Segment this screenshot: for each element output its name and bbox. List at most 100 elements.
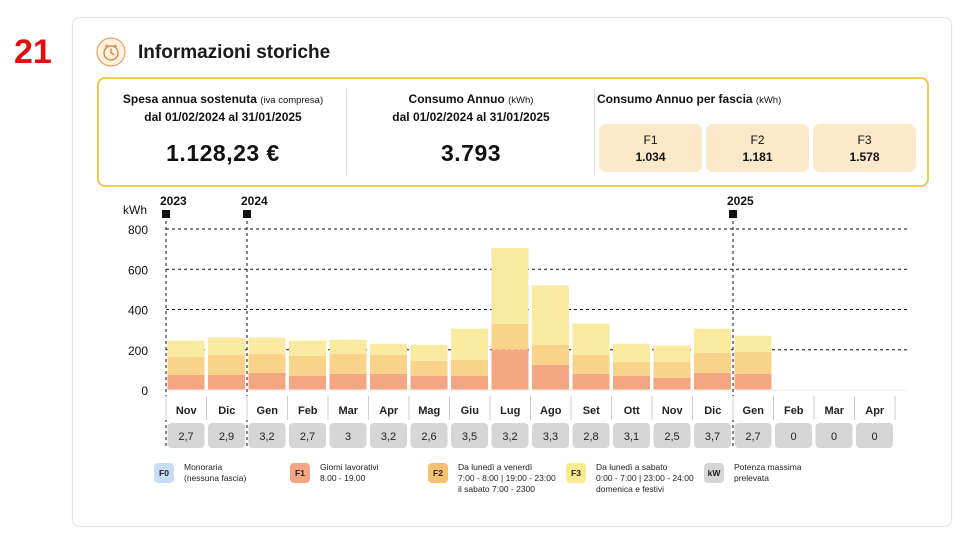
bar-segment-f1 [491, 349, 529, 390]
kw-cell [491, 423, 529, 448]
kw-cell [410, 423, 448, 448]
bar-segment-f3 [410, 344, 448, 361]
bar-segment-f3 [491, 248, 529, 324]
divider [594, 89, 595, 175]
kw-value: 3 [345, 431, 351, 443]
annual-cost-note: (iva compresa) [260, 95, 324, 106]
kw-cell [289, 423, 326, 448]
kw-cell [572, 423, 610, 448]
band-chip-value: 1.181 [742, 150, 773, 164]
legend-line: (nessuna fascia) [184, 473, 247, 483]
legend-line: 7:00 - 8:00 | 19:00 - 23:00 [458, 473, 556, 483]
annual-cost-value: 1.128,23 € [166, 140, 280, 166]
legend-text: Da lunedì a sabato 0:00 - 7:00 | 23:00 - … [596, 462, 694, 495]
annual-consumption-label: Consumo Annuo (kWh) dal 01/02/2024 al 31… [347, 91, 595, 126]
bar-segment-f3 [248, 337, 286, 354]
x-tick-label: Dic [218, 405, 235, 417]
kw-value: 2,7 [178, 431, 193, 443]
x-tick-label: Ott [624, 405, 640, 417]
kw-cell [451, 423, 488, 448]
legend-line: 0:00 - 7:00 | 23:00 - 24:00 [596, 473, 694, 483]
kw-cell [613, 423, 650, 448]
consumption-by-band-label: Consumo Annuo per fascia [597, 92, 753, 106]
legend-line: domenica e festivi [596, 484, 665, 494]
bar-segment-f2 [167, 356, 205, 375]
legend-line: il sabato 7:00 - 2300 [458, 484, 536, 494]
kw-value: 2,7 [300, 431, 315, 443]
kw-value: 0 [871, 431, 877, 443]
kw-value: 3,2 [381, 431, 396, 443]
bar-segment-f1 [532, 364, 569, 390]
kw-cell [248, 423, 286, 448]
bar-segment-f2 [410, 360, 448, 376]
kw-cell [208, 423, 245, 448]
annual-summary-box: Spesa annua sostenuta (iva compresa) dal… [97, 77, 929, 187]
bar-segment-f1 [613, 375, 650, 390]
x-tick-label: Giu [461, 405, 479, 417]
band-chip-value: 1.034 [635, 150, 666, 164]
bar-segment-f1 [653, 377, 691, 390]
legend-text: Potenza massima prelevata [734, 462, 802, 484]
bar-segment-f3 [734, 335, 772, 352]
bar-segment-f1 [289, 375, 326, 390]
annual-cost-block: Spesa annua sostenuta (iva compresa) dal… [99, 79, 347, 185]
year-label: 2025 [727, 194, 754, 208]
divider [346, 89, 347, 175]
bar-segment-f1 [694, 372, 731, 390]
x-tick-label: Feb [298, 405, 318, 417]
year-label: 2023 [160, 194, 187, 208]
y-tick-label: 200 [128, 344, 148, 358]
x-tick-label: Lug [500, 405, 520, 417]
legend-text: Giorni lavorativi 8.00 - 19.00 [320, 462, 379, 484]
bar-segment-f2 [451, 359, 488, 376]
legend-text: Da lunedì a venerdì 7:00 - 8:00 | 19:00 -… [458, 462, 556, 495]
annual-consumption-block: Consumo Annuo (kWh) dal 01/02/2024 al 31… [347, 79, 595, 185]
kw-value: 3,5 [462, 431, 477, 443]
band-chip-f2: F2 1.181 [706, 124, 809, 172]
x-tick-label: Gen [743, 405, 765, 417]
x-tick-label: Nov [176, 405, 198, 417]
annual-consumption-title: Consumo Annuo [408, 92, 505, 106]
band-chip-f3: F3 1.578 [813, 124, 916, 172]
x-tick-label: Dic [704, 405, 721, 417]
kw-cell [734, 423, 772, 448]
bar-segment-f1 [451, 375, 488, 390]
kw-value: 2,8 [583, 431, 598, 443]
bar-segment-f3 [329, 339, 367, 354]
clock-icon [96, 37, 126, 67]
kw-value: 3,1 [624, 431, 639, 443]
bar-segment-f3 [694, 328, 731, 353]
kw-cell [694, 423, 731, 448]
bar-segment-f1 [329, 373, 367, 390]
bar-segment-f2 [208, 354, 245, 375]
annual-cost-period: dal 01/02/2024 al 31/01/2025 [144, 110, 302, 124]
x-tick-label: Mag [418, 405, 440, 417]
annual-consumption-value: 3.793 [440, 140, 502, 166]
band-chip-f1: F1 1.034 [599, 124, 702, 172]
bar-segment-f1 [410, 375, 448, 390]
page-number: 21 [14, 33, 52, 71]
kw-cell [532, 423, 569, 448]
bar-segment-f1 [734, 373, 772, 390]
consumption-by-band-note: (kWh) [755, 95, 782, 106]
kw-cell [775, 423, 812, 448]
bar-segment-f1 [248, 372, 286, 390]
legend-line: 8.00 - 19.00 [320, 473, 366, 483]
x-tick-label: Gen [257, 405, 279, 417]
x-tick-label: Mar [824, 405, 844, 417]
year-marker-square [243, 210, 251, 218]
bar-segment-f1 [370, 373, 407, 390]
kw-value: 0 [831, 431, 837, 443]
bar-segment-f2 [572, 354, 610, 374]
y-tick-label: 800 [128, 223, 148, 237]
legend-line: Da lunedì a venerdì [458, 462, 533, 472]
annual-cost-label: Spesa annua sostenuta (iva compresa) dal… [99, 91, 347, 126]
annual-consumption-note: (kWh) [508, 95, 534, 106]
x-tick-label: Ago [540, 405, 562, 417]
kw-cell [856, 423, 893, 448]
y-tick-label: 400 [128, 304, 148, 318]
bar-segment-f3 [167, 340, 205, 357]
kw-value: 2,9 [219, 431, 234, 443]
legend-line: Da lunedì a sabato [596, 462, 668, 472]
